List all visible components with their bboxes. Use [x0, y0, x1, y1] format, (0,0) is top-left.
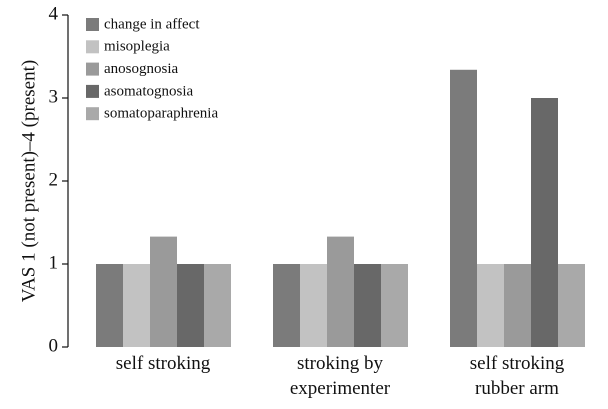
- legend-label: anosognosia: [104, 61, 179, 77]
- bar: [531, 98, 558, 347]
- bar: [504, 264, 531, 347]
- bar: [327, 236, 354, 347]
- bar: [177, 264, 204, 347]
- bar: [123, 264, 150, 347]
- legend-swatch: [86, 18, 99, 31]
- bar: [477, 264, 504, 347]
- y-tick-label: 0: [49, 335, 59, 356]
- y-tick-label: 2: [49, 169, 59, 190]
- bar: [150, 236, 177, 347]
- legend-swatch: [86, 107, 99, 121]
- legend-label: misoplegia: [104, 39, 170, 55]
- x-tick-label: self stroking: [115, 353, 211, 374]
- bar: [273, 264, 300, 347]
- bar: [204, 264, 231, 347]
- bar: [96, 264, 123, 347]
- bar: [558, 264, 585, 347]
- y-tick-label: 4: [49, 3, 59, 24]
- legend-swatch: [86, 40, 99, 54]
- y-tick-label: 3: [49, 86, 59, 107]
- x-tick-label: self stroking rubber arm: [469, 353, 565, 399]
- bar: [354, 264, 381, 347]
- x-tick-label: stroking by experimenter: [289, 353, 391, 399]
- legend-label: change in affect: [104, 16, 200, 32]
- y-tick-label: 1: [49, 252, 59, 273]
- legend-label: somatoparaphrenia: [104, 106, 218, 122]
- bar: [450, 69, 477, 347]
- bar: [381, 264, 408, 347]
- legend-swatch: [86, 62, 99, 76]
- bar: [300, 264, 327, 347]
- legend-label: asomatognosia: [104, 83, 193, 99]
- legend-swatch: [86, 84, 99, 98]
- y-axis-label: VAS 1 (not present)–4 (present): [18, 60, 39, 302]
